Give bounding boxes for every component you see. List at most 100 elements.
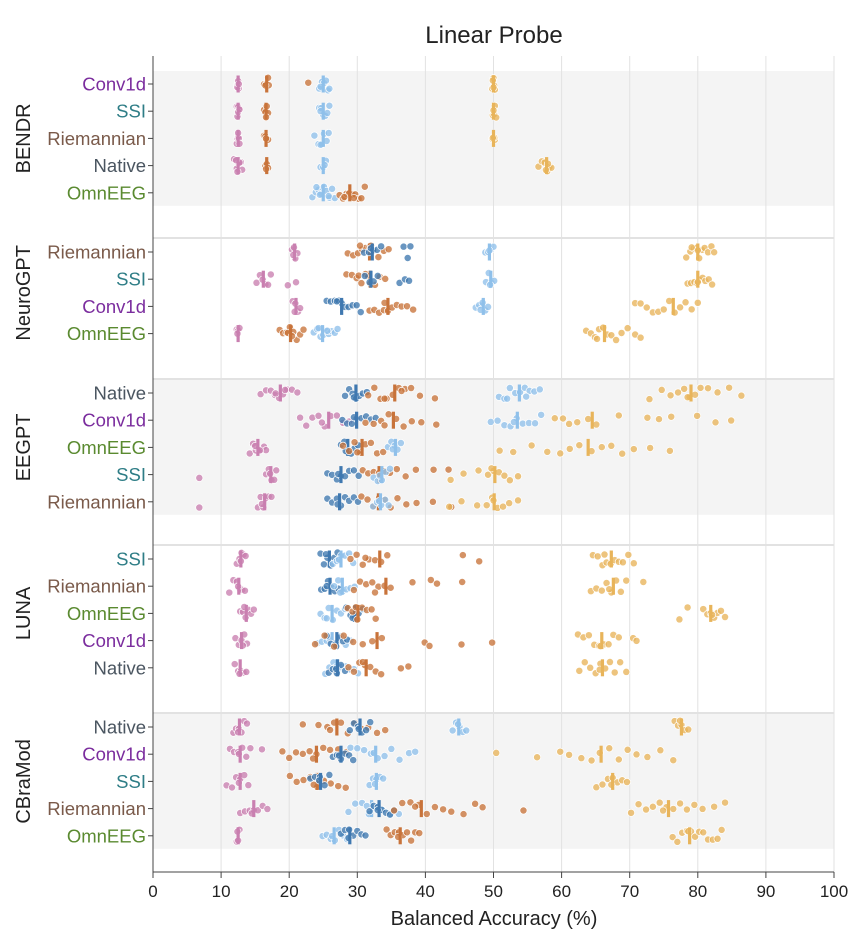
mean-marker-lightblue [380, 466, 384, 484]
data-point-gold [610, 668, 619, 677]
data-point-lightblue [535, 385, 544, 394]
data-point-gold [614, 755, 623, 764]
data-point-gold [584, 631, 593, 640]
data-point-orange [278, 747, 287, 756]
mean-marker-pink [278, 384, 282, 402]
data-point-gold [711, 418, 720, 427]
mean-marker-lightblue [374, 772, 378, 790]
data-point-orange [430, 394, 439, 403]
mean-marker-gold [491, 102, 496, 120]
data-point-blue [399, 242, 408, 251]
data-point-gold [550, 414, 559, 423]
mean-marker-gold [689, 384, 693, 402]
data-point-gold [655, 415, 663, 424]
data-point-gold [668, 833, 677, 842]
data-point-gold [624, 550, 633, 559]
data-point-pink [242, 667, 251, 676]
data-point-pink [264, 280, 273, 289]
x-tick-label: 0 [148, 882, 157, 901]
mean-marker-orange [348, 184, 352, 202]
mean-marker-gold [709, 604, 713, 622]
mean-marker-gold [493, 466, 497, 484]
data-point-gold [693, 411, 702, 420]
data-point-orange [352, 550, 361, 559]
data-point-orange [403, 302, 411, 311]
data-point-orange [298, 749, 307, 758]
data-point-orange [299, 776, 308, 784]
group-label-bendr: BENDR [13, 103, 35, 173]
x-tick-label: 90 [756, 882, 775, 901]
data-point-blue [406, 242, 415, 251]
data-point-gold [698, 804, 707, 813]
mean-marker-pink [236, 157, 240, 175]
data-point-gold [710, 248, 719, 257]
mean-marker-gold [611, 772, 615, 790]
data-point-lightblue [484, 302, 493, 311]
mean-marker-gold [599, 745, 603, 763]
data-point-gold [659, 806, 668, 815]
data-point-blue [405, 276, 414, 285]
data-point-blue [354, 471, 363, 480]
mean-marker-pink [261, 270, 265, 288]
data-point-orange [488, 638, 497, 647]
data-point-orange [459, 810, 468, 819]
data-point-gold [543, 447, 552, 456]
data-point-gold [632, 636, 641, 645]
data-point-gold [575, 666, 584, 675]
data-point-gold [509, 448, 518, 456]
data-point-pink [246, 744, 255, 753]
data-point-lightblue [310, 131, 319, 140]
mean-marker-lightblue [517, 384, 521, 402]
data-point-orange [382, 825, 391, 834]
mean-marker-gold [696, 243, 700, 261]
mean-marker-blue [355, 411, 359, 429]
data-point-gold [565, 750, 574, 759]
data-point-lightblue [379, 774, 388, 783]
data-point-orange [428, 497, 437, 506]
mean-marker-gold [611, 577, 615, 595]
data-point-lightblue [486, 417, 495, 426]
mean-marker-gold [545, 157, 549, 175]
data-point-lightblue [330, 582, 339, 591]
mean-marker-pink [238, 772, 242, 790]
mean-marker-blue [335, 659, 340, 677]
data-point-gold [505, 476, 514, 485]
data-point-pink [314, 411, 323, 420]
data-point-blue [332, 297, 341, 306]
mean-marker-orange [391, 411, 395, 429]
data-point-lightblue [324, 192, 333, 201]
data-point-gold [618, 558, 627, 567]
mean-marker-blue [340, 297, 344, 315]
data-point-orange [430, 803, 439, 812]
data-point-gold [565, 419, 574, 428]
data-point-gold [737, 391, 746, 400]
x-tick-label: 100 [820, 882, 848, 901]
mean-marker-pink [237, 718, 242, 736]
data-point-orange [334, 782, 343, 791]
data-point-blue [349, 756, 358, 765]
data-point-gold [565, 444, 574, 453]
data-point-lightblue [353, 744, 362, 753]
data-point-gold [682, 805, 691, 814]
mean-marker-lightblue [321, 102, 325, 120]
data-point-lightblue [312, 183, 321, 192]
data-point-lightblue [323, 326, 332, 335]
data-point-lightblue [505, 384, 514, 392]
mean-marker-pink [263, 493, 267, 511]
data-point-orange [422, 810, 431, 818]
mean-marker-pink [256, 438, 260, 456]
chart-title: Linear Probe [425, 22, 562, 49]
data-point-lightblue [493, 416, 502, 425]
data-point-lightblue [386, 464, 394, 473]
data-point-orange [403, 828, 411, 837]
data-point-orange [397, 387, 406, 395]
data-point-orange [356, 241, 364, 250]
mean-marker-pink [236, 129, 240, 147]
mean-marker-blue [327, 550, 331, 568]
data-point-lightblue [351, 799, 360, 808]
row-label-native: Native [94, 657, 146, 678]
data-point-gold [597, 586, 606, 595]
row-label-omneeg: OmnEEG [67, 825, 146, 846]
mean-marker-orange [265, 157, 269, 175]
